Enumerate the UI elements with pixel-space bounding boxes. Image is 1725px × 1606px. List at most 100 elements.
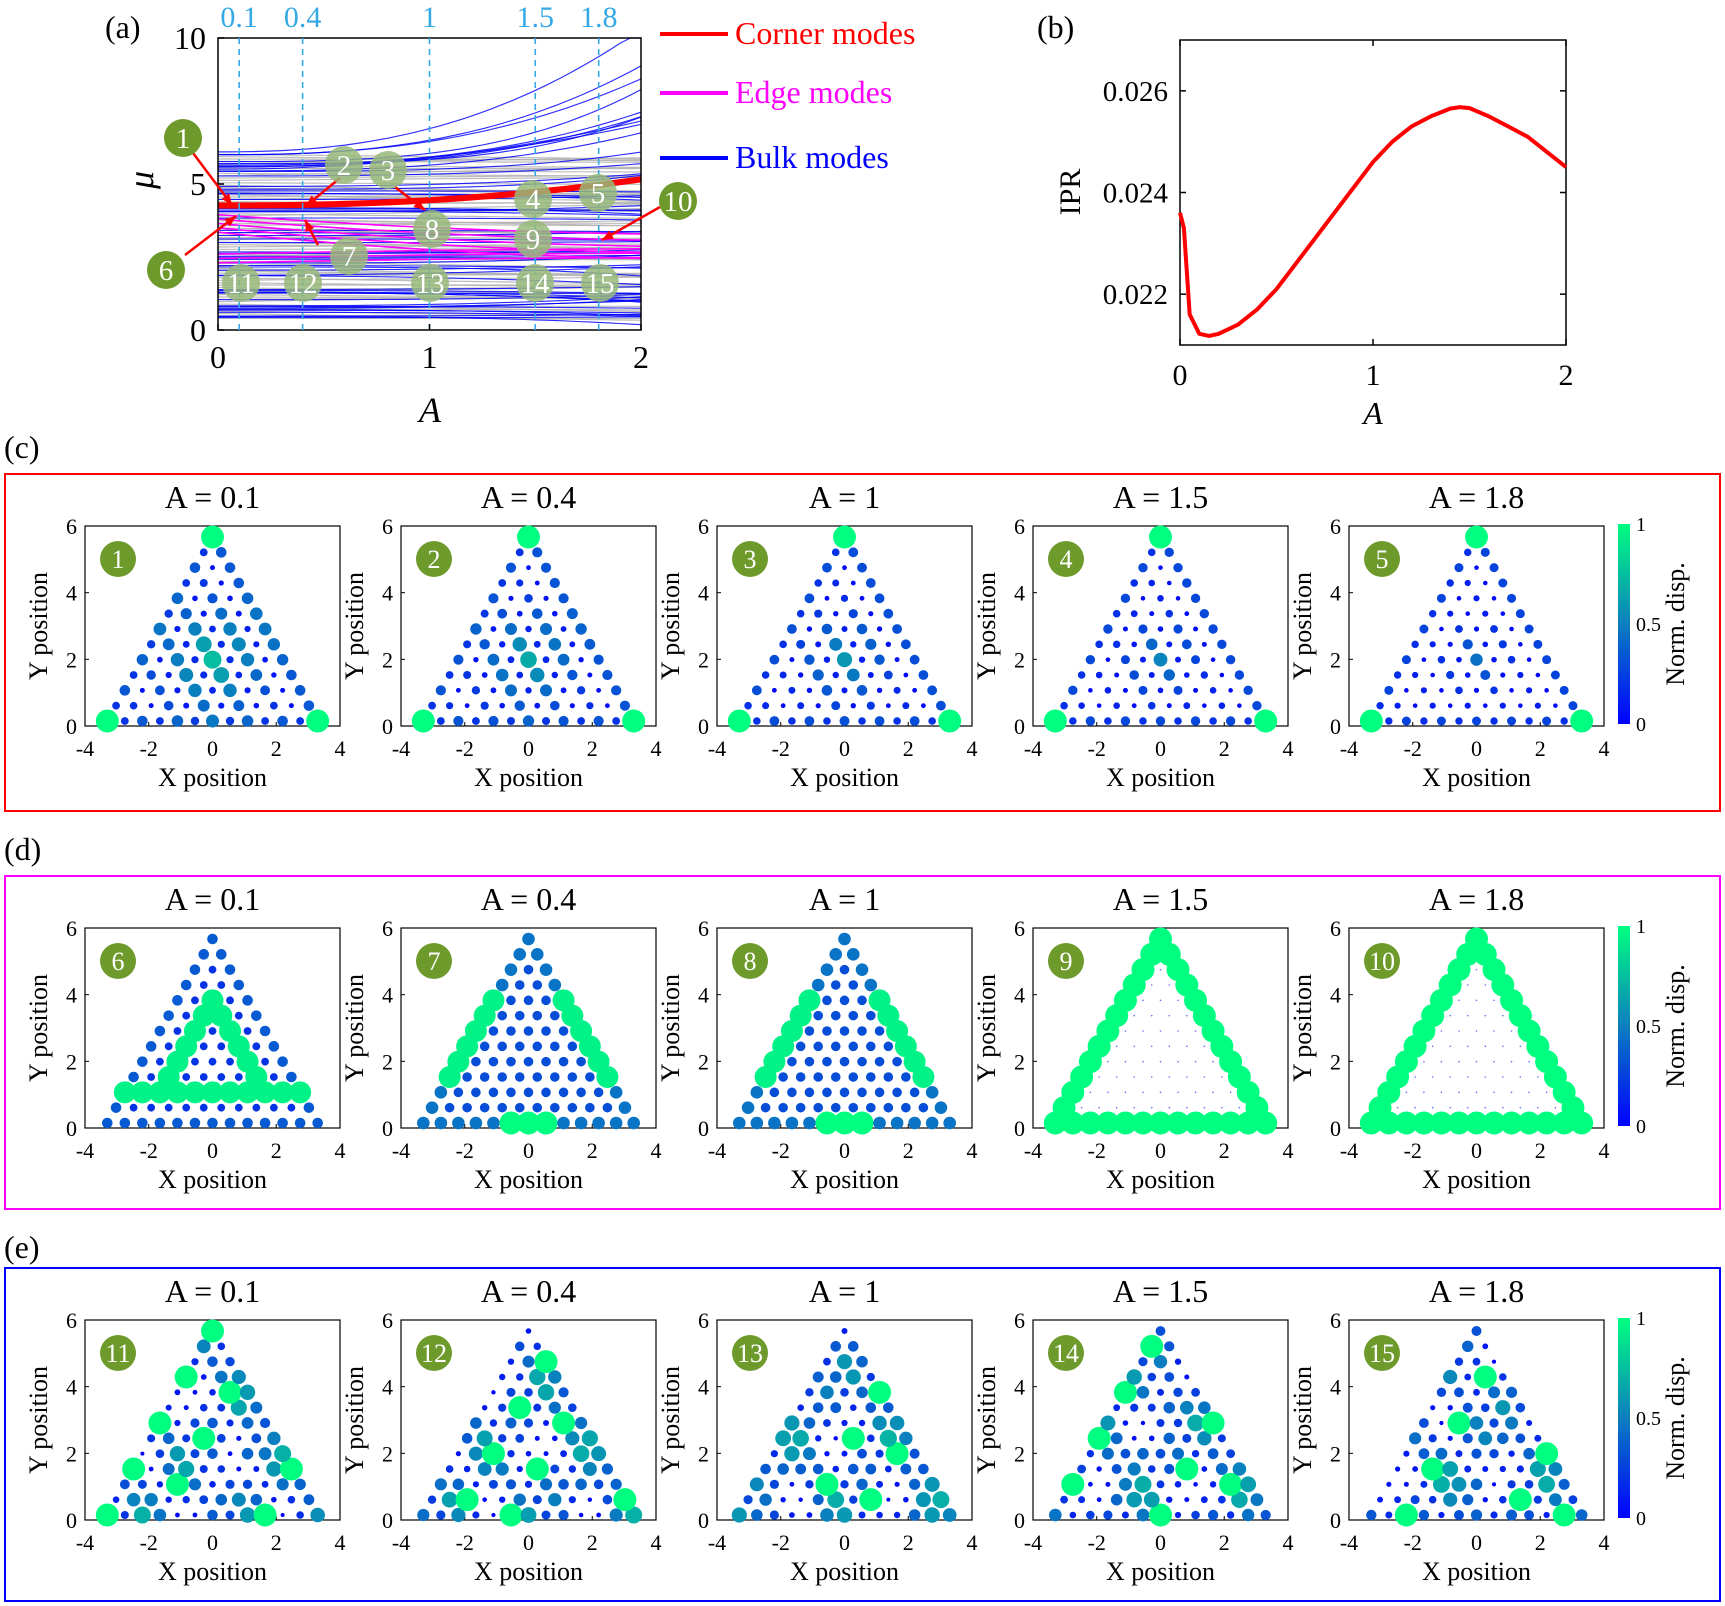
x-tick-label: 2 xyxy=(903,1530,914,1555)
lattice-site xyxy=(858,656,866,663)
lattice-site xyxy=(199,1495,209,1505)
lattice-site xyxy=(1209,687,1217,694)
x-tick-label: 0 xyxy=(1471,1530,1482,1555)
lattice-site xyxy=(253,1466,260,1472)
lattice-site xyxy=(836,1507,853,1523)
y-tick-label: 6 xyxy=(1014,1308,1025,1333)
lattice-site xyxy=(252,1103,261,1112)
lattice-site xyxy=(1131,1435,1137,1441)
lattice-site xyxy=(1550,670,1560,680)
lattice-site xyxy=(225,1510,235,1520)
lattice-site xyxy=(1150,1106,1153,1109)
lattice-site xyxy=(1159,1030,1162,1032)
lattice-site xyxy=(1396,1106,1399,1109)
y-tick-label: 6 xyxy=(698,1308,709,1333)
lattice-site xyxy=(548,638,562,651)
lattice-site xyxy=(1166,1496,1173,1503)
lattice-site xyxy=(576,1056,586,1067)
y-tick-label: 2 xyxy=(1330,1049,1341,1074)
x-tick-label: 2 xyxy=(587,736,598,761)
lattice-site xyxy=(1215,1463,1228,1475)
lattice-site xyxy=(1412,671,1419,679)
lattice-site xyxy=(932,1491,950,1509)
lattice-site xyxy=(234,1073,243,1081)
lattice-site xyxy=(1113,1111,1137,1135)
lattice-site xyxy=(549,1041,560,1052)
lattice-site xyxy=(110,1102,122,1113)
x-tick-label: 2 xyxy=(1535,1138,1546,1163)
panel-a-arrows xyxy=(184,152,661,256)
y-tick-label: 4 xyxy=(66,581,77,606)
lattice-site xyxy=(811,978,825,992)
lattice-site xyxy=(1173,624,1183,634)
lattice-site xyxy=(812,1402,824,1413)
lattice-site xyxy=(1149,1111,1172,1135)
lattice-site xyxy=(173,1027,182,1035)
lattice-site xyxy=(627,1116,640,1130)
lattice-site xyxy=(137,1056,148,1067)
lattice-site xyxy=(532,1102,543,1113)
lattice-site xyxy=(226,1057,234,1066)
lattice-site xyxy=(1212,1091,1214,1094)
lattice-site xyxy=(1126,1491,1143,1508)
lattice-site xyxy=(269,1103,278,1112)
lattice-site xyxy=(1430,672,1435,678)
y-tick-label: 6 xyxy=(66,1308,77,1333)
y-tick-label: 4 xyxy=(382,983,393,1008)
lattice-site xyxy=(1501,1014,1504,1017)
subplot-title: A = 0.1 xyxy=(165,479,260,515)
lattice-site xyxy=(470,623,482,635)
mode-marker-badge xyxy=(164,119,202,157)
lattice-site xyxy=(1526,1420,1533,1426)
mode-number: 10 xyxy=(1369,947,1395,976)
lattice-site xyxy=(1198,1401,1211,1414)
lattice-site xyxy=(876,1480,884,1488)
lattice-site xyxy=(310,1507,325,1523)
lattice-site xyxy=(1490,686,1498,695)
x-tick-label: 0 xyxy=(1471,736,1482,761)
lattice-site xyxy=(146,640,156,649)
lattice-site xyxy=(1519,1076,1522,1078)
x-tick-label: 4 xyxy=(967,736,978,761)
lattice-site xyxy=(495,1462,509,1476)
lattice-site xyxy=(1482,1111,1506,1135)
lattice-site xyxy=(239,1384,256,1401)
lattice-site xyxy=(207,933,218,945)
lattice-site xyxy=(164,1042,173,1051)
lattice-site xyxy=(1505,1416,1519,1430)
lattice-site xyxy=(516,579,524,587)
annotation-arrow-head xyxy=(305,220,315,232)
lattice-site xyxy=(1482,703,1488,708)
subplot-title: A = 0.1 xyxy=(165,881,260,917)
lattice-site xyxy=(839,716,850,726)
lattice-site xyxy=(771,687,777,693)
lattice-site xyxy=(259,1417,271,1429)
lattice-site xyxy=(1221,1106,1223,1109)
lattice-site xyxy=(155,685,165,696)
lattice-site xyxy=(1078,1496,1086,1504)
lattice-site xyxy=(261,1057,269,1066)
x-tick-label: -4 xyxy=(76,1138,94,1163)
lattice-site xyxy=(839,995,850,1006)
lattice-site xyxy=(1175,596,1181,601)
mode-marker-number: 11 xyxy=(227,268,255,300)
lattice-site xyxy=(244,625,251,633)
lattice-site xyxy=(549,700,560,711)
lattice-site xyxy=(1120,593,1131,604)
lattice-site xyxy=(462,1072,472,1082)
lattice-site xyxy=(1174,717,1182,725)
lattice-site xyxy=(822,995,832,1006)
lattice-site xyxy=(558,715,569,727)
lattice-site xyxy=(1143,1491,1160,1508)
lattice-site xyxy=(618,1101,632,1114)
lattice-site xyxy=(191,1057,199,1066)
colorbar-tick-label: 0.5 xyxy=(1636,1408,1661,1430)
lattice-site xyxy=(189,1117,201,1129)
lattice-site xyxy=(1118,1477,1132,1491)
lattice-site xyxy=(453,1087,464,1098)
lattice-site xyxy=(1537,1076,1539,1078)
lattice-site xyxy=(1133,1106,1136,1109)
lattice-site xyxy=(1466,1045,1469,1048)
lattice-site xyxy=(170,652,185,667)
